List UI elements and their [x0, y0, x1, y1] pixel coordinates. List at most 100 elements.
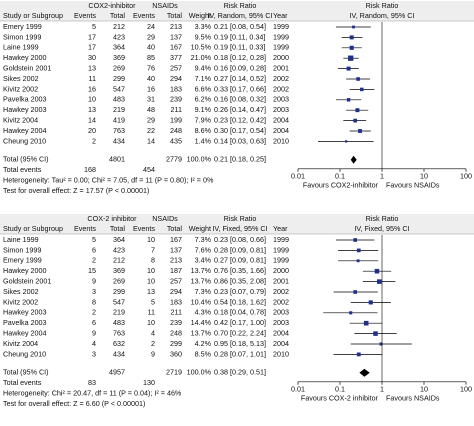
x-tick-label: 0.1	[335, 385, 345, 394]
total1: 434	[113, 136, 125, 145]
total2: 239	[170, 318, 182, 327]
events2: 31	[147, 95, 155, 104]
events1: 3	[92, 287, 96, 296]
events2: 76	[147, 64, 155, 73]
total1: 219	[113, 308, 125, 317]
weight: 9.1%	[195, 105, 212, 114]
ci-label: 0.23 [0.07, 0.79]	[214, 287, 266, 296]
ci-label: 0.23 [0.08, 0.66]	[214, 235, 266, 244]
x-tick-label: 10	[420, 385, 428, 394]
effect-box	[376, 279, 382, 284]
events2: 8	[151, 256, 155, 265]
total1: 423	[113, 245, 125, 254]
effect-box	[353, 118, 358, 123]
effect-box	[360, 87, 364, 92]
total-events1: 83	[88, 378, 96, 387]
year: 2004	[273, 116, 289, 125]
effect-box	[346, 66, 351, 71]
heterogeneity: Heterogeneity: Chi² = 20.47, df = 11 (P …	[3, 389, 182, 398]
events2: 9	[151, 349, 155, 358]
year: 1999	[273, 22, 289, 31]
total-events2: 454	[143, 165, 155, 174]
events2: 40	[147, 43, 155, 52]
events2: 10	[147, 318, 155, 327]
year: 1999	[273, 245, 289, 254]
ci-label: 0.42 [0.17, 1.00]	[214, 318, 266, 327]
group1-header: COX-2 inhibitor	[87, 214, 137, 223]
events2: 14	[147, 136, 155, 145]
weight-header: Weight	[189, 11, 211, 20]
study-name: Hawkey 2000	[3, 53, 47, 62]
total-diamond	[359, 368, 370, 377]
total-header: Total	[167, 224, 183, 233]
weight: 3.4%	[195, 256, 212, 265]
total-header: Total	[110, 224, 126, 233]
x-tick-label: 0.1	[335, 172, 345, 181]
year: 2002	[273, 84, 289, 93]
weight: 10.4%	[191, 297, 212, 306]
weight: 6.2%	[195, 95, 212, 104]
events1: 15	[88, 266, 96, 275]
total1: 269	[113, 277, 125, 286]
year: 1999	[273, 256, 289, 265]
total1: 299	[113, 287, 125, 296]
events1: 10	[88, 95, 96, 104]
events2: 24	[147, 22, 155, 31]
ci-label: 0.19 [0.11, 0.33]	[214, 43, 265, 52]
total1: 369	[113, 53, 125, 62]
ci-label: 0.19 [0.11, 0.34]	[214, 32, 265, 41]
total2: 257	[170, 277, 182, 286]
favours-left: Favours COX2-inhibitor	[303, 181, 379, 190]
ci-label: 0.26 [0.14, 0.47]	[214, 105, 266, 114]
favours-right: Favours NSAIDs	[386, 181, 440, 190]
year: 1999	[273, 235, 289, 244]
events1: 11	[89, 74, 96, 83]
total1: 632	[113, 339, 125, 348]
ci-label: 0.54 [0.18, 1.62]	[214, 297, 266, 306]
events-header: Events	[133, 11, 155, 20]
total2: 167	[170, 235, 182, 244]
rr-header: Risk Ratio	[366, 214, 399, 223]
study-name: Hawkey 2004	[3, 126, 47, 135]
study-name: Cheung 2010	[3, 136, 46, 145]
x-tick-label: 100	[460, 172, 472, 181]
events1: 16	[88, 84, 96, 93]
events2: 11	[148, 308, 155, 317]
ci-label: 0.28 [0.09, 0.81]	[214, 245, 266, 254]
total1: 547	[113, 297, 125, 306]
total1: 763	[113, 329, 125, 338]
study-name: Simon 1999	[3, 245, 41, 254]
weight-header: Weight	[189, 224, 211, 233]
study-name: Emery 1999	[3, 256, 42, 265]
events1: 2	[92, 256, 96, 265]
year: 2010	[273, 349, 289, 358]
favours-right: Favours NSAIDs	[386, 394, 440, 403]
events2: 2	[151, 339, 155, 348]
total2: 294	[170, 287, 182, 296]
total2: 137	[170, 245, 182, 254]
weight: 21.0%	[191, 53, 212, 62]
study-name: Sikes 2002	[3, 74, 39, 83]
events2: 48	[147, 105, 155, 114]
study-name: Kivitz 2002	[3, 297, 38, 306]
total2: 239	[170, 95, 182, 104]
year: 2003	[273, 308, 289, 317]
effect-box	[356, 248, 361, 253]
ci-label: 0.16 [0.09, 0.28]	[214, 64, 266, 73]
favours-left: Favours COX-2 inhibitor	[301, 394, 379, 403]
year: 2003	[273, 95, 289, 104]
events-header: Events	[74, 11, 96, 20]
year: 2000	[273, 266, 289, 275]
total-label: Total (95% CI)	[3, 368, 49, 377]
total2: 299	[170, 339, 182, 348]
events2: 29	[147, 116, 155, 125]
study-name: Hawkey 2004	[3, 329, 47, 338]
weight: 8.6%	[195, 126, 212, 135]
events2: 10	[147, 277, 155, 286]
year: 2002	[273, 297, 289, 306]
total2: 2779	[166, 155, 182, 164]
study-name: Cheung 2010	[3, 349, 46, 358]
events1: 2	[92, 136, 96, 145]
total1: 299	[113, 74, 125, 83]
